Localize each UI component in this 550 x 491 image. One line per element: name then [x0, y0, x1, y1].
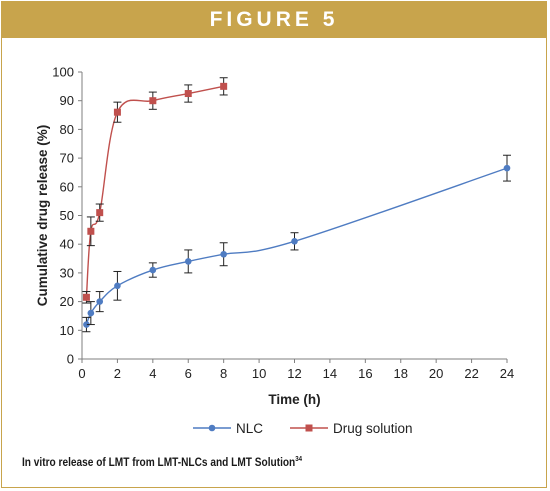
- x-tick-label: 2: [114, 366, 121, 381]
- x-tick-label: 6: [185, 366, 192, 381]
- y-tick-label: 30: [60, 265, 74, 280]
- y-axis-title: Cumulative drug release (%): [35, 125, 50, 307]
- drug-solution-point: [82, 293, 90, 301]
- nlc-point: [96, 298, 104, 305]
- x-tick-label: 18: [394, 366, 408, 381]
- x-tick-label: 24: [500, 366, 514, 381]
- nlc-point: [149, 266, 157, 274]
- nlc-point: [503, 164, 511, 172]
- x-tick-label: 10: [252, 366, 266, 381]
- legend-drug-solution-label: Drug solution: [333, 421, 413, 436]
- y-tick-label: 70: [60, 151, 74, 166]
- caption-text: In vitro release of LMT from LMT-NLCs an…: [22, 456, 296, 469]
- drug-solution-point: [184, 90, 192, 98]
- nlc-point: [114, 282, 121, 290]
- x-tick-label: 0: [78, 366, 85, 381]
- x-tick-label: 8: [220, 366, 227, 381]
- figure-caption: In vitro release of LMT from LMT-NLCs an…: [22, 456, 302, 469]
- nlc-point: [87, 309, 95, 317]
- y-tick-label: 40: [60, 237, 74, 252]
- x-tick-label: 4: [149, 366, 156, 381]
- x-tick-label: 14: [323, 366, 337, 381]
- y-tick-label: 50: [60, 208, 74, 223]
- drug-solution-point: [149, 97, 157, 105]
- y-tick-label: 90: [60, 93, 74, 108]
- x-tick-label: 12: [287, 366, 301, 381]
- drug-solution-point: [113, 108, 121, 116]
- y-tick-label: 60: [60, 179, 74, 194]
- nlc-point: [184, 258, 192, 265]
- y-tick-label: 10: [60, 323, 74, 338]
- drug-solution-point: [220, 82, 228, 90]
- drug-solution-point: [96, 209, 104, 217]
- nlc-point: [83, 321, 90, 328]
- drug-solution-series-line: [85, 85, 224, 298]
- drug-solution-point: [87, 227, 95, 235]
- y-tick-label: 80: [60, 122, 74, 137]
- nlc-point: [220, 250, 227, 258]
- nlc-series-line: [85, 167, 508, 325]
- x-tick-label: 16: [358, 366, 372, 381]
- x-axis-title: Time (h): [268, 392, 320, 407]
- figure-banner: FIGURE 5: [2, 2, 546, 38]
- legend-drug-solution-marker: [305, 424, 313, 432]
- x-tick-label: 22: [464, 366, 478, 381]
- legend-nlc-marker: [208, 424, 216, 432]
- y-tick-label: 20: [60, 294, 74, 309]
- nlc-point: [291, 238, 298, 245]
- x-tick-label: 20: [429, 366, 443, 381]
- y-tick-label: 0: [67, 352, 74, 367]
- legend-nlc-label: NLC: [236, 421, 263, 436]
- y-tick-label: 100: [52, 65, 74, 80]
- caption-reference: 34: [295, 456, 303, 463]
